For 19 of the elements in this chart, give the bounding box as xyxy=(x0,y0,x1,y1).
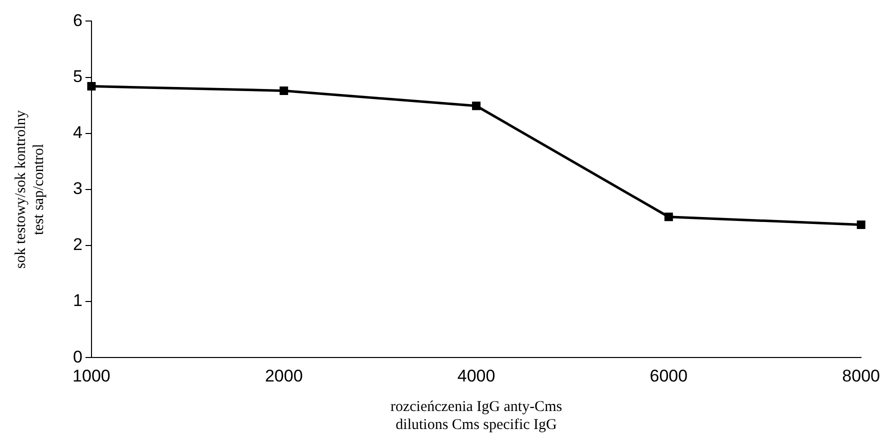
point xyxy=(87,82,96,90)
y-tick-label: 3 xyxy=(72,179,82,198)
y-tick-label: 4 xyxy=(72,123,82,142)
x-tick-label: 6000 xyxy=(650,366,688,386)
y-tick-label: 5 xyxy=(72,66,82,86)
x-tick-label: 1000 xyxy=(72,366,110,386)
y-tick-label: 6 xyxy=(72,10,82,30)
point xyxy=(280,86,288,95)
x-tick-label: 8000 xyxy=(842,366,880,386)
y-tick-label: 1 xyxy=(72,291,82,310)
point xyxy=(856,220,866,229)
x-tick-label: 2000 xyxy=(264,366,303,386)
y-tick-label: 0 xyxy=(72,347,82,366)
x-tick-label: 4000 xyxy=(457,366,496,386)
y-axis-title: sok testowy/sok kontrolny test sap/control xyxy=(12,110,47,269)
x-axis-title: rozcieńczenia IgG anty-Cms dilutions Cms specific IgG xyxy=(390,398,562,433)
point xyxy=(664,212,673,222)
y-tick-label: 2 xyxy=(72,235,82,254)
point xyxy=(472,102,481,110)
